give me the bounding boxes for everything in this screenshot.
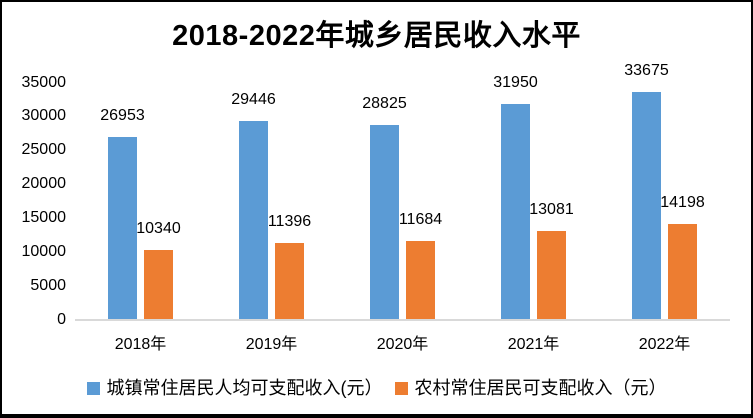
- bar-urban-2022年: [632, 91, 661, 320]
- x-axis-line: [75, 319, 730, 321]
- x-axis-label-2020年: 2020年: [376, 336, 429, 353]
- data-label-rural-2020年: 11684: [398, 210, 443, 228]
- data-label-urban-2018年: 26953: [100, 107, 145, 125]
- legend-swatch-urban-icon: [86, 381, 100, 395]
- bar-rural-2019年: [275, 242, 304, 320]
- bar-urban-2018年: [108, 137, 137, 320]
- legend-item-urban: 城镇常住居民人均可支配收入(元）: [86, 378, 383, 398]
- bar-rural-2022年: [668, 223, 697, 320]
- x-axis-label-2021年: 2021年: [507, 336, 560, 353]
- data-label-urban-2019年: 29446: [231, 90, 276, 108]
- x-axis-label-2019年: 2019年: [245, 336, 298, 353]
- y-axis-tick-label: 35000: [21, 73, 67, 91]
- x-axis-label-2018年: 2018年: [114, 336, 167, 353]
- y-axis-tick-label: 30000: [21, 107, 67, 125]
- y-axis-tick-label: 15000: [21, 208, 67, 226]
- data-label-rural-2021年: 13081: [529, 201, 574, 219]
- data-label-urban-2021年: 31950: [493, 73, 538, 91]
- bar-rural-2018年: [144, 249, 173, 320]
- y-axis-tick-label: 5000: [30, 276, 66, 294]
- y-axis-tick-label: 10000: [21, 242, 67, 260]
- chart-title: 2018-2022年城乡居民收入水平: [172, 20, 581, 52]
- y-axis-tick-label: 20000: [21, 175, 67, 193]
- data-label-rural-2019年: 11396: [267, 212, 312, 230]
- data-label-rural-2018年: 10340: [136, 219, 181, 237]
- bar-urban-2020年: [370, 124, 399, 320]
- legend: 城镇常住居民人均可支配收入(元） 农村常住居民可支配收入（元）: [2, 378, 751, 398]
- data-label-rural-2022年: 14198: [660, 193, 705, 211]
- bar-urban-2019年: [239, 120, 268, 320]
- bar-rural-2021年: [537, 231, 566, 320]
- legend-label-rural: 农村常住居民可支配收入（元）: [414, 378, 667, 398]
- bar-urban-2021年: [501, 103, 530, 320]
- legend-label-urban: 城镇常住居民人均可支配收入(元）: [106, 378, 383, 398]
- y-axis-tick-label: 25000: [21, 141, 67, 159]
- bar-rural-2020年: [406, 240, 435, 320]
- data-label-urban-2020年: 28825: [362, 94, 407, 112]
- x-axis-label-2022年: 2022年: [638, 336, 691, 353]
- data-label-urban-2022年: 33675: [624, 61, 669, 79]
- legend-item-rural: 农村常住居民可支配收入（元）: [394, 378, 667, 398]
- legend-swatch-rural-icon: [394, 381, 408, 395]
- y-axis-tick-label: 0: [57, 310, 66, 328]
